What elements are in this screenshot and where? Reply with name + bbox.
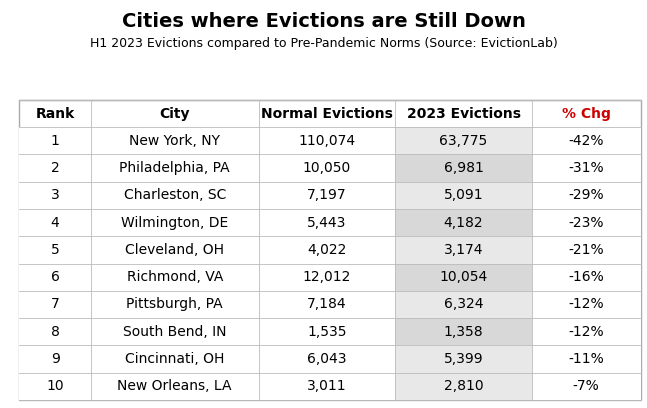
- Text: 1,535: 1,535: [307, 325, 347, 339]
- Text: 2,810: 2,810: [444, 379, 483, 393]
- Text: 12,012: 12,012: [303, 270, 351, 284]
- Text: Rank: Rank: [36, 106, 75, 121]
- Text: % Chg: % Chg: [562, 106, 611, 121]
- Text: 10,050: 10,050: [303, 161, 351, 175]
- Text: 6: 6: [50, 270, 60, 284]
- Text: 4,022: 4,022: [307, 243, 347, 257]
- Text: -42%: -42%: [569, 134, 604, 148]
- Text: Richmond, VA: Richmond, VA: [127, 270, 223, 284]
- Text: New York, NY: New York, NY: [129, 134, 220, 148]
- Text: 10,054: 10,054: [439, 270, 488, 284]
- Text: South Bend, IN: South Bend, IN: [123, 325, 226, 339]
- Text: Philadelphia, PA: Philadelphia, PA: [120, 161, 230, 175]
- Text: 2: 2: [50, 161, 60, 175]
- Text: 5,091: 5,091: [444, 188, 483, 202]
- Text: 7,184: 7,184: [307, 297, 347, 311]
- Text: Charleston, SC: Charleston, SC: [124, 188, 226, 202]
- Text: -21%: -21%: [568, 243, 604, 257]
- Text: 7: 7: [50, 297, 60, 311]
- Text: Cleveland, OH: Cleveland, OH: [125, 243, 225, 257]
- Text: 4,182: 4,182: [444, 216, 483, 230]
- Text: -16%: -16%: [568, 270, 604, 284]
- Text: 63,775: 63,775: [439, 134, 488, 148]
- Text: 1,358: 1,358: [444, 325, 483, 339]
- Text: 7,197: 7,197: [307, 188, 347, 202]
- Text: 3,011: 3,011: [307, 379, 347, 393]
- Text: 110,074: 110,074: [298, 134, 355, 148]
- Text: -29%: -29%: [568, 188, 604, 202]
- Text: 5: 5: [50, 243, 60, 257]
- Text: 9: 9: [50, 352, 60, 366]
- Text: 3: 3: [50, 188, 60, 202]
- Text: -7%: -7%: [573, 379, 600, 393]
- Text: Cities where Evictions are Still Down: Cities where Evictions are Still Down: [122, 12, 525, 31]
- Text: -12%: -12%: [568, 325, 604, 339]
- Text: Pittsburgh, PA: Pittsburgh, PA: [126, 297, 223, 311]
- Text: 4: 4: [50, 216, 60, 230]
- Text: -11%: -11%: [568, 352, 604, 366]
- Text: 3,174: 3,174: [444, 243, 483, 257]
- Text: Cincinnati, OH: Cincinnati, OH: [125, 352, 225, 366]
- Text: New Orleans, LA: New Orleans, LA: [118, 379, 232, 393]
- Text: 5,399: 5,399: [444, 352, 483, 366]
- Text: -31%: -31%: [568, 161, 604, 175]
- Text: -12%: -12%: [568, 297, 604, 311]
- Text: 8: 8: [50, 325, 60, 339]
- Text: -23%: -23%: [569, 216, 604, 230]
- Text: 10: 10: [47, 379, 64, 393]
- Text: 5,443: 5,443: [307, 216, 347, 230]
- Text: 1: 1: [50, 134, 60, 148]
- Text: 6,324: 6,324: [444, 297, 483, 311]
- Text: City: City: [159, 106, 190, 121]
- Text: Wilmington, DE: Wilmington, DE: [121, 216, 228, 230]
- Text: Normal Evictions: Normal Evictions: [261, 106, 393, 121]
- Text: 6,043: 6,043: [307, 352, 347, 366]
- Text: 6,981: 6,981: [444, 161, 483, 175]
- Text: H1 2023 Evictions compared to Pre-Pandemic Norms (Source: EvictionLab): H1 2023 Evictions compared to Pre-Pandem…: [90, 37, 557, 50]
- Text: 2023 Evictions: 2023 Evictions: [406, 106, 520, 121]
